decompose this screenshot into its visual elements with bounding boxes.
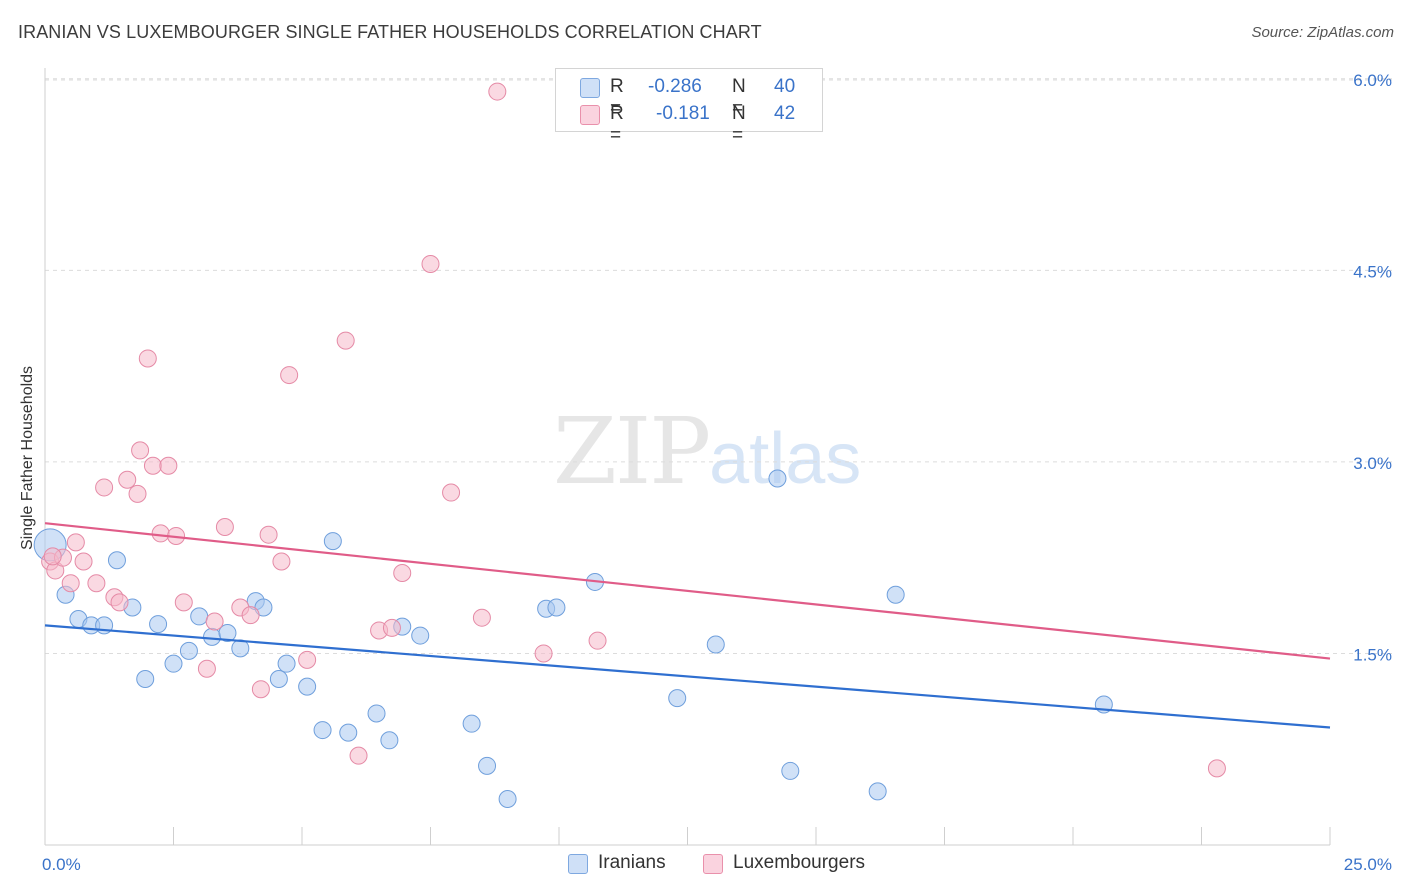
legend-r-label: R = <box>610 76 624 119</box>
point-iranians <box>339 723 358 742</box>
point-iranians <box>547 598 566 617</box>
point-iranians <box>380 731 399 750</box>
point-luxembourgers <box>131 441 150 460</box>
point-iranians <box>886 585 905 604</box>
point-iranians <box>478 756 497 775</box>
point-luxembourgers <box>349 746 368 765</box>
point-iranians <box>269 669 288 688</box>
legend-r-label: R = <box>610 103 624 146</box>
point-luxembourgers <box>159 456 178 475</box>
watermark-atlas: atlas <box>709 419 862 499</box>
legend-swatch-iranians <box>580 78 600 98</box>
point-luxembourgers <box>588 631 607 650</box>
point-luxembourgers <box>298 650 317 669</box>
trendline-iranians <box>44 624 1331 729</box>
chart-title: IRANIAN VS LUXEMBOURGER SINGLE FATHER HO… <box>18 22 762 42</box>
point-luxembourgers <box>128 484 147 503</box>
point-luxembourgers <box>61 574 80 593</box>
point-iranians <box>668 689 687 708</box>
bottom-legend-label: Iranians <box>598 852 666 873</box>
point-luxembourgers <box>205 612 224 631</box>
point-luxembourgers <box>110 593 129 612</box>
point-luxembourgers <box>151 524 170 543</box>
point-luxembourgers <box>95 478 114 497</box>
point-luxembourgers <box>336 331 355 350</box>
point-luxembourgers <box>215 518 234 537</box>
point-iranians <box>298 677 317 696</box>
point-iranians <box>277 654 296 673</box>
point-iranians <box>868 782 887 801</box>
point-iranians <box>367 704 386 723</box>
point-iranians <box>323 532 342 551</box>
y-tick-label: 3.0% <box>1353 454 1392 473</box>
point-luxembourgers <box>143 456 162 475</box>
y-tick-label: 1.5% <box>1353 645 1392 664</box>
point-luxembourgers <box>382 618 401 637</box>
point-iranians <box>203 627 222 646</box>
correlation-legend: R = -0.286 N = 40 R = -0.181 N = 42 <box>555 68 823 146</box>
x-tick-label: 0.0% <box>42 855 81 874</box>
point-iranians <box>218 624 237 643</box>
point-iranians <box>411 626 430 645</box>
point-iranians <box>149 615 168 634</box>
point-iranians <box>498 790 517 809</box>
point-iranians <box>313 721 332 740</box>
point-luxembourgers <box>251 680 270 699</box>
y-axis-label: Single Father Households <box>19 365 36 551</box>
point-iranians <box>107 551 126 570</box>
y-tick-label: 4.5% <box>1353 262 1392 281</box>
point-iranians <box>190 607 209 626</box>
point-luxembourgers <box>393 563 412 582</box>
point-luxembourgers <box>1207 759 1226 778</box>
point-luxembourgers <box>442 483 461 502</box>
point-luxembourgers <box>488 82 507 101</box>
point-luxembourgers <box>87 574 106 593</box>
bottom-legend-swatch-luxembourgers <box>703 854 723 874</box>
point-luxembourgers <box>241 606 260 625</box>
legend-n-label: N = <box>732 76 746 119</box>
y-tick-label: 6.0% <box>1353 71 1392 90</box>
watermark: ZIPatlas <box>553 398 861 505</box>
point-iranians <box>179 641 198 660</box>
point-iranians <box>706 635 725 654</box>
point-iranians <box>462 714 481 733</box>
point-luxembourgers <box>43 547 62 566</box>
point-luxembourgers <box>138 349 157 368</box>
point-luxembourgers <box>280 366 299 385</box>
point-luxembourgers <box>174 593 193 612</box>
x-tick-label: 25.0% <box>1344 855 1392 874</box>
bottom-legend-label: Luxembourgers <box>733 852 866 873</box>
point-luxembourgers <box>74 552 93 571</box>
legend-r-value: -0.181 <box>656 103 710 124</box>
point-luxembourgers <box>66 533 85 552</box>
chart-source: Source: ZipAtlas.com <box>1251 24 1394 41</box>
point-iranians <box>164 654 183 673</box>
point-luxembourgers <box>197 659 216 678</box>
legend-swatch-luxembourgers <box>580 105 600 125</box>
legend-n-value: 42 <box>774 103 796 124</box>
point-luxembourgers <box>421 254 440 273</box>
watermark-zip: ZIP <box>553 398 711 505</box>
point-iranians <box>136 669 155 688</box>
point-iranians <box>781 761 800 780</box>
point-luxembourgers <box>472 608 491 627</box>
legend-r-value: -0.286 <box>648 76 702 97</box>
legend-n-value: 40 <box>774 76 796 97</box>
trendline-luxembourgers <box>44 522 1331 660</box>
legend-n-label: N = <box>732 103 746 146</box>
point-iranians <box>768 469 787 488</box>
bottom-legend-swatch-iranians <box>568 854 588 874</box>
point-luxembourgers <box>534 644 553 663</box>
point-luxembourgers <box>259 525 278 544</box>
point-luxembourgers <box>118 470 137 489</box>
point-luxembourgers <box>272 552 291 571</box>
